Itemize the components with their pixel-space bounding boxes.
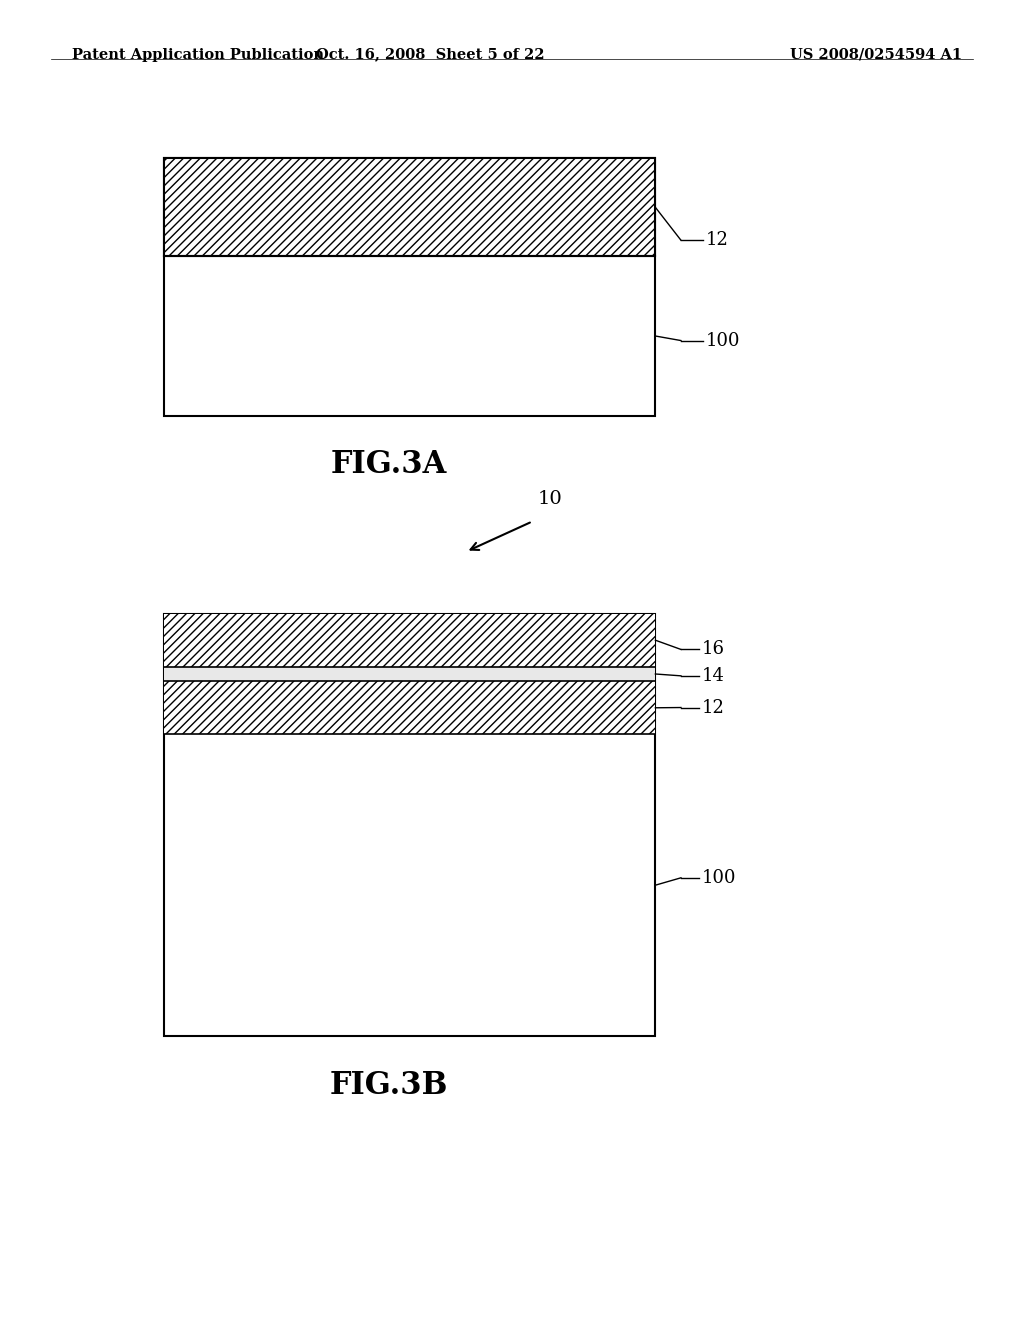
Text: 10: 10 [538,490,562,508]
Text: 16: 16 [701,640,724,659]
Bar [164,614,655,1036]
Text: 100: 100 [706,331,740,350]
Bar [164,667,655,681]
Bar [164,158,655,256]
Bar [164,614,655,667]
Text: FIG.3B: FIG.3B [330,1069,449,1101]
Bar [164,681,655,734]
Text: 14: 14 [701,667,724,685]
Text: 12: 12 [701,698,724,717]
Text: Patent Application Publication: Patent Application Publication [72,48,324,62]
Text: FIG.3A: FIG.3A [331,449,447,480]
Text: 100: 100 [701,869,736,887]
Text: 12: 12 [706,231,728,249]
Text: Oct. 16, 2008  Sheet 5 of 22: Oct. 16, 2008 Sheet 5 of 22 [315,48,545,62]
Text: US 2008/0254594 A1: US 2008/0254594 A1 [791,48,963,62]
Bar [164,158,655,416]
